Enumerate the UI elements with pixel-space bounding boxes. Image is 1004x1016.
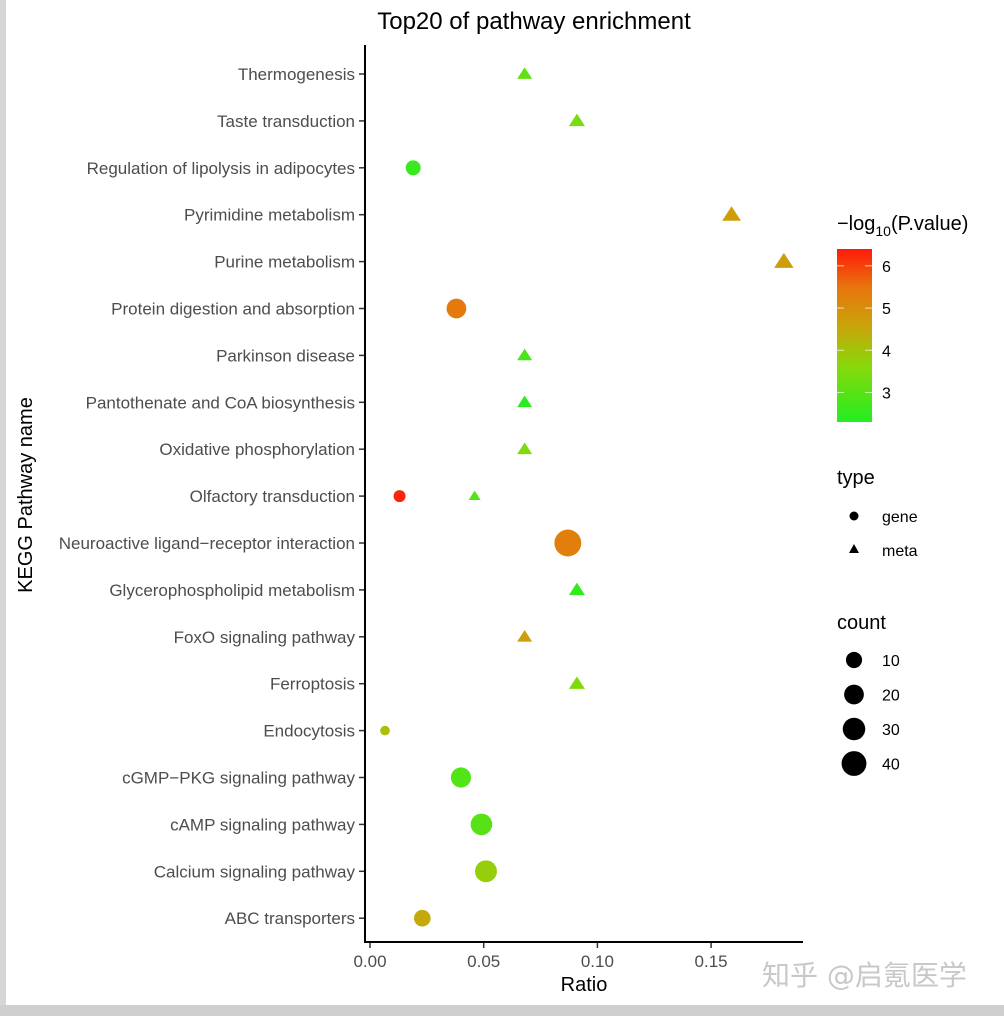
y-tick-label: Purine metabolism xyxy=(214,253,355,272)
y-tick-label: Ferroptosis xyxy=(270,675,355,694)
y-tick-label: Olfactory transduction xyxy=(190,487,355,506)
data-point-meta xyxy=(517,348,533,361)
legend-label-gene: gene xyxy=(882,509,918,526)
y-tick-label: cAMP signaling pathway xyxy=(170,815,355,834)
bottom-frame-border xyxy=(0,1005,1004,1016)
size-legend-label: 10 xyxy=(882,653,900,670)
data-point-meta xyxy=(468,490,481,501)
data-point-meta xyxy=(517,630,533,642)
x-tick-label: 0.10 xyxy=(581,952,614,971)
y-tick-label: cGMP−PKG signaling pathway xyxy=(122,769,355,788)
colorbar-tick-label: 3 xyxy=(882,385,891,402)
size-legend-circle xyxy=(841,751,867,776)
colorbar-ticks: 6 5 4 3 xyxy=(837,259,891,402)
y-tick-label: Endocytosis xyxy=(263,722,355,741)
data-point-gene xyxy=(446,298,467,319)
x-tick-label: 0.15 xyxy=(695,952,728,971)
size-legend-label: 30 xyxy=(882,722,900,739)
y-tick-label: FoxO signaling pathway xyxy=(174,628,356,647)
data-point-meta xyxy=(722,206,741,221)
colorbar-tick-label: 5 xyxy=(882,301,891,318)
data-point-meta xyxy=(517,67,533,79)
x-tick-label: 0.00 xyxy=(353,952,386,971)
y-tick-label: Glycerophospholipid metabolism xyxy=(109,581,355,600)
watermark: 知乎 @启氪医学 xyxy=(762,959,967,992)
size-legend-label: 40 xyxy=(882,757,900,774)
data-point-meta xyxy=(774,252,794,268)
legend-label-meta: meta xyxy=(882,543,918,560)
data-point-gene xyxy=(393,490,406,503)
data-point-gene xyxy=(475,860,497,883)
x-axis-title: Ratio xyxy=(561,974,608,996)
colorbar-tick-label: 4 xyxy=(882,343,891,360)
shape-legend: type gene meta xyxy=(837,467,918,560)
y-tick-label: ABC transporters xyxy=(225,909,355,928)
colorbar-tick-label: 6 xyxy=(882,259,891,276)
y-tick-label: Pyrimidine metabolism xyxy=(184,206,355,225)
y-tick-label: Oxidative phosphorylation xyxy=(159,440,355,459)
y-tick-label: Parkinson disease xyxy=(216,346,355,365)
y-tick-label: Thermogenesis xyxy=(238,65,355,84)
data-point-gene xyxy=(450,767,472,788)
y-tick-label: Calcium signaling pathway xyxy=(154,862,356,881)
left-frame-border xyxy=(0,0,6,1016)
data-point-meta xyxy=(568,113,585,127)
shape-legend-title: type xyxy=(837,467,875,489)
y-tick-labels: Thermogenesis Taste transduction Regulatio… xyxy=(59,65,356,928)
y-tick-label: Regulation of lipolysis in adipocytes xyxy=(87,159,355,178)
size-legend-circle xyxy=(842,717,866,741)
data-point-gene xyxy=(380,725,390,736)
data-point-gene xyxy=(470,813,493,836)
legend-triangle-icon xyxy=(849,544,859,553)
y-tick-label: Pantothenate and CoA biosynthesis xyxy=(86,393,355,412)
data-point-meta xyxy=(568,582,585,596)
y-tick-label: Protein digestion and absorption xyxy=(111,300,355,319)
size-legend-circle xyxy=(844,684,864,705)
size-legend-title: count xyxy=(837,612,886,634)
color-legend-title: −log10(P.value) xyxy=(837,213,968,239)
x-tick-labels: 0.00 0.05 0.10 0.15 xyxy=(353,952,727,971)
data-point-meta xyxy=(517,395,533,408)
data-point-meta xyxy=(517,442,533,455)
data-point-gene xyxy=(554,529,582,557)
chart-title: Top20 of pathway enrichment xyxy=(377,8,691,35)
y-tick-label: Neuroactive ligand−receptor interaction xyxy=(59,534,355,553)
data-point-gene xyxy=(405,160,421,176)
y-tick-label: Taste transduction xyxy=(217,112,355,131)
legend-circle-icon xyxy=(849,511,859,521)
data-point-gene xyxy=(413,909,431,927)
color-legend: −log10(P.value) 6 5 4 3 xyxy=(837,213,968,422)
colorbar xyxy=(837,249,872,422)
data-point-meta xyxy=(568,676,585,689)
size-legend-label: 20 xyxy=(882,688,900,705)
size-legend: count 10 20 30 40 xyxy=(837,612,900,776)
data-points xyxy=(380,67,794,927)
x-tick-label: 0.05 xyxy=(467,952,500,971)
y-axis-title: KEGG Pathway name xyxy=(15,397,37,593)
size-legend-circle xyxy=(845,651,863,669)
